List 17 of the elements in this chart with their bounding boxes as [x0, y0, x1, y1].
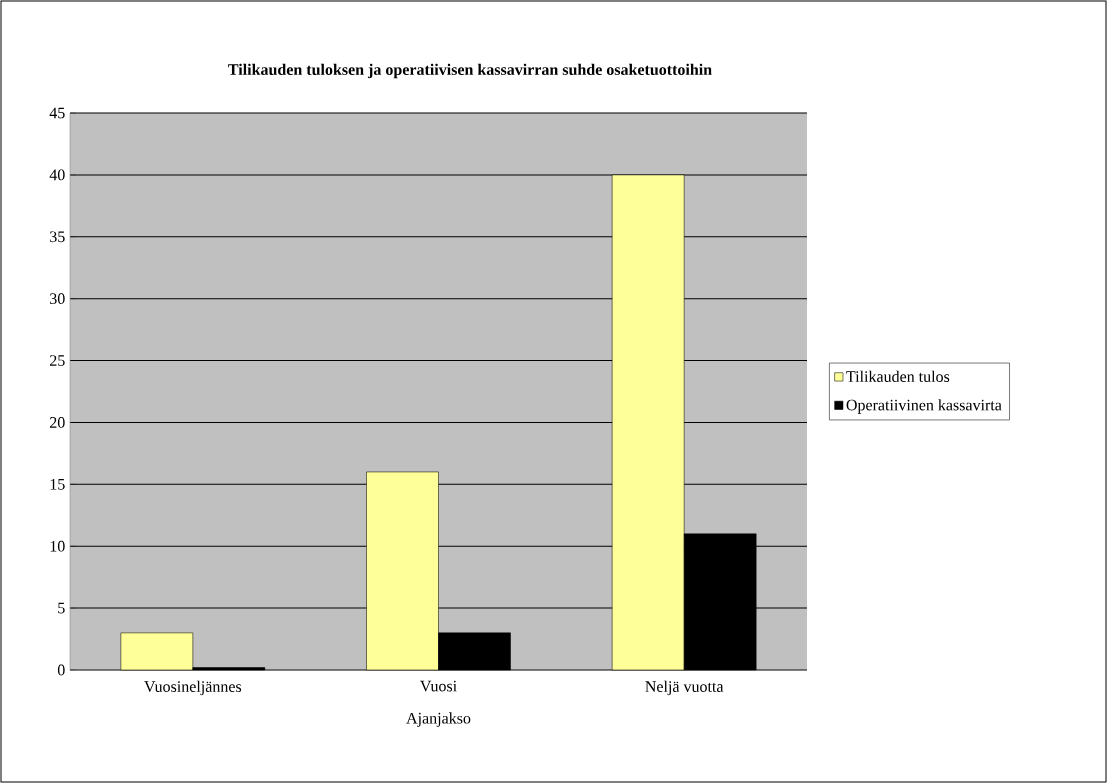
- y-tick-label: 30: [50, 293, 65, 305]
- y-tick-label: 10: [50, 540, 65, 552]
- y-tick-label: 15: [50, 478, 65, 490]
- y-tick-label: 35: [50, 231, 65, 243]
- y-tick-label: 0: [57, 664, 65, 676]
- y-tick-label: 45: [49, 107, 65, 119]
- y-tick-label: 5: [58, 602, 65, 614]
- x-axis-title: Ajanjakso: [406, 712, 471, 727]
- x-tick-label: Vuosineljännes: [144, 680, 242, 696]
- x-tick-label: Vuosi: [420, 680, 457, 692]
- legend-label: Tilikauden tulos: [846, 370, 950, 382]
- legend-label: Operatiivinen kassavirta: [846, 399, 1002, 414]
- y-tick-label: 40: [49, 169, 65, 181]
- y-tick-label: 25: [50, 355, 65, 366]
- y-tick-label: 20: [50, 417, 65, 428]
- chart-title: Tilikauden tuloksen ja operatiivisen kassavirran suhde osaketuottoihin: [228, 63, 712, 79]
- x-tick-label: Neljä vuotta: [645, 680, 724, 696]
